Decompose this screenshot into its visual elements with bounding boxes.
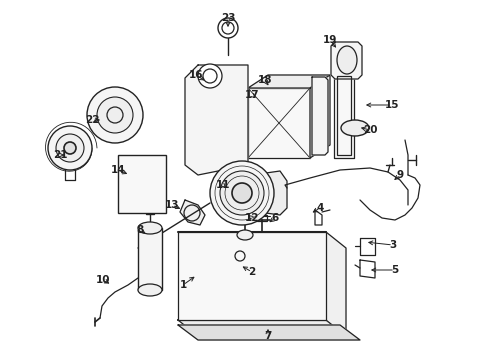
Circle shape [48, 126, 92, 170]
Bar [257, 215, 267, 221]
Circle shape [218, 18, 238, 38]
Text: 2: 2 [248, 267, 256, 277]
Text: 6: 6 [271, 213, 279, 223]
Ellipse shape [237, 230, 253, 240]
Ellipse shape [138, 222, 162, 234]
Text: 1: 1 [179, 280, 187, 290]
Polygon shape [178, 325, 360, 340]
Polygon shape [326, 232, 346, 336]
Text: 5: 5 [392, 265, 399, 275]
Polygon shape [334, 73, 354, 158]
Text: 16: 16 [189, 70, 203, 80]
Bar [138, 228, 162, 290]
Ellipse shape [337, 46, 357, 74]
Text: 8: 8 [136, 225, 144, 235]
Circle shape [64, 142, 76, 154]
Polygon shape [310, 75, 330, 158]
Circle shape [232, 183, 252, 203]
Ellipse shape [138, 284, 162, 296]
Text: 13: 13 [165, 200, 179, 210]
Polygon shape [180, 200, 205, 225]
Polygon shape [248, 75, 330, 88]
Polygon shape [185, 65, 248, 175]
Text: 20: 20 [363, 125, 377, 135]
Polygon shape [331, 42, 362, 79]
Text: 9: 9 [396, 170, 404, 180]
Text: 3: 3 [390, 240, 396, 250]
Text: 17: 17 [245, 90, 259, 100]
Text: 10: 10 [96, 275, 110, 285]
Text: 18: 18 [258, 75, 272, 85]
Circle shape [198, 64, 222, 88]
Text: 7: 7 [264, 331, 271, 341]
Polygon shape [248, 88, 310, 158]
Circle shape [220, 171, 264, 215]
Polygon shape [312, 77, 328, 155]
Text: 4: 4 [317, 203, 324, 213]
Text: 19: 19 [323, 35, 337, 45]
Circle shape [56, 134, 84, 162]
Bar [178, 232, 326, 320]
Text: 15: 15 [385, 100, 399, 110]
Text: 21: 21 [53, 150, 67, 160]
Text: 12: 12 [245, 213, 259, 223]
Circle shape [87, 87, 143, 143]
Text: 23: 23 [221, 13, 235, 23]
Circle shape [97, 97, 133, 133]
Circle shape [210, 161, 274, 225]
Text: 14: 14 [111, 165, 125, 175]
Ellipse shape [341, 120, 369, 136]
Text: 11: 11 [216, 180, 230, 190]
Polygon shape [178, 320, 346, 336]
Bar [118, 155, 166, 213]
Text: 22: 22 [85, 115, 99, 125]
Polygon shape [252, 171, 287, 215]
Bar [337, 76, 351, 155]
